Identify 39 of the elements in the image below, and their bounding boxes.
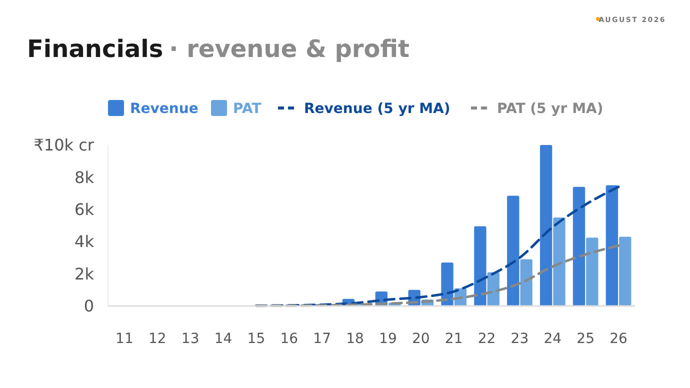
y-tick-label: 0 — [84, 296, 94, 316]
legend-label: Revenue — [130, 101, 198, 117]
bar — [540, 145, 552, 306]
bar — [572, 186, 586, 306]
x-tick-label: 13 — [181, 331, 200, 347]
x-tick-label: 24 — [544, 331, 562, 347]
x-tick-label: 19 — [379, 331, 397, 347]
legend-label: Revenue (5 yr MA) — [304, 101, 450, 117]
bar — [507, 196, 520, 306]
x-tick-label: 15 — [247, 331, 266, 347]
bar — [441, 262, 454, 306]
x-tick-label: 16 — [280, 331, 298, 347]
x-tick-label: 20 — [412, 331, 430, 347]
bar — [553, 217, 566, 306]
y-tick-label: ₹10k cr — [34, 136, 94, 155]
y-tick-label: 6k — [74, 200, 95, 219]
line-series — [254, 244, 620, 308]
bar — [619, 236, 632, 306]
x-tick-label: 14 — [214, 331, 232, 347]
legend-label: PAT (5 yr MA) — [497, 101, 604, 117]
x-tick-label: 12 — [148, 331, 166, 347]
bar — [520, 259, 532, 306]
x-tick-label: 18 — [346, 331, 364, 347]
y-tick-label: 2k — [74, 264, 95, 284]
x-tick-label: 25 — [576, 331, 595, 347]
x-tick-label: 23 — [510, 331, 529, 347]
x-tick-label: 17 — [313, 331, 332, 347]
bar — [606, 185, 618, 306]
legend-label: PAT — [233, 101, 262, 117]
x-tick-label: 22 — [478, 331, 496, 347]
y-tick-label: 4k — [74, 232, 95, 252]
y-tick-label: 8k — [74, 168, 95, 187]
bar — [586, 238, 598, 306]
chart-title: Financials — [27, 35, 164, 63]
chart-subtitle: · revenue & profit — [169, 35, 410, 63]
bar — [474, 226, 486, 306]
x-tick-label: 11 — [116, 331, 134, 347]
x-tick-label: 21 — [444, 331, 463, 347]
x-tick-label: 26 — [610, 331, 628, 347]
